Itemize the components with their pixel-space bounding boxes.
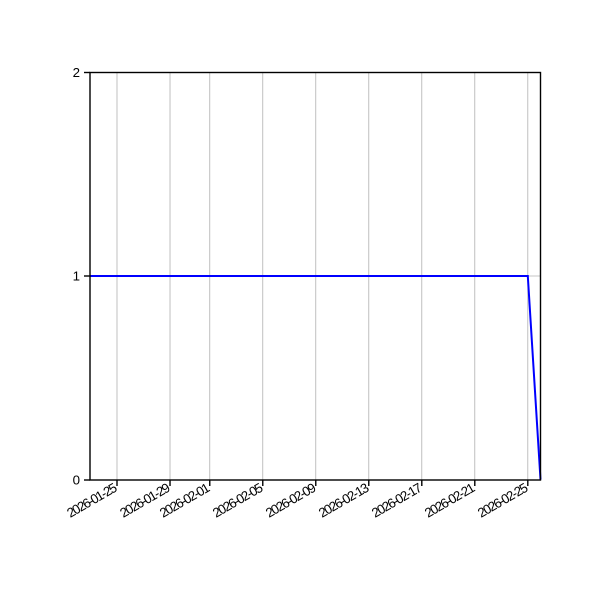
svg-text:2026-02-09: 2026-02-09 (263, 480, 318, 521)
svg-text:2026-02-21: 2026-02-21 (422, 480, 477, 521)
svg-text:2: 2 (73, 65, 80, 80)
svg-text:2026-02-05: 2026-02-05 (210, 480, 265, 521)
svg-text:2026-02-13: 2026-02-13 (316, 480, 371, 521)
svg-text:2026-02-17: 2026-02-17 (369, 480, 424, 521)
svg-text:1: 1 (73, 269, 80, 284)
svg-text:0: 0 (73, 473, 80, 488)
svg-text:2026-02-25: 2026-02-25 (475, 480, 530, 521)
